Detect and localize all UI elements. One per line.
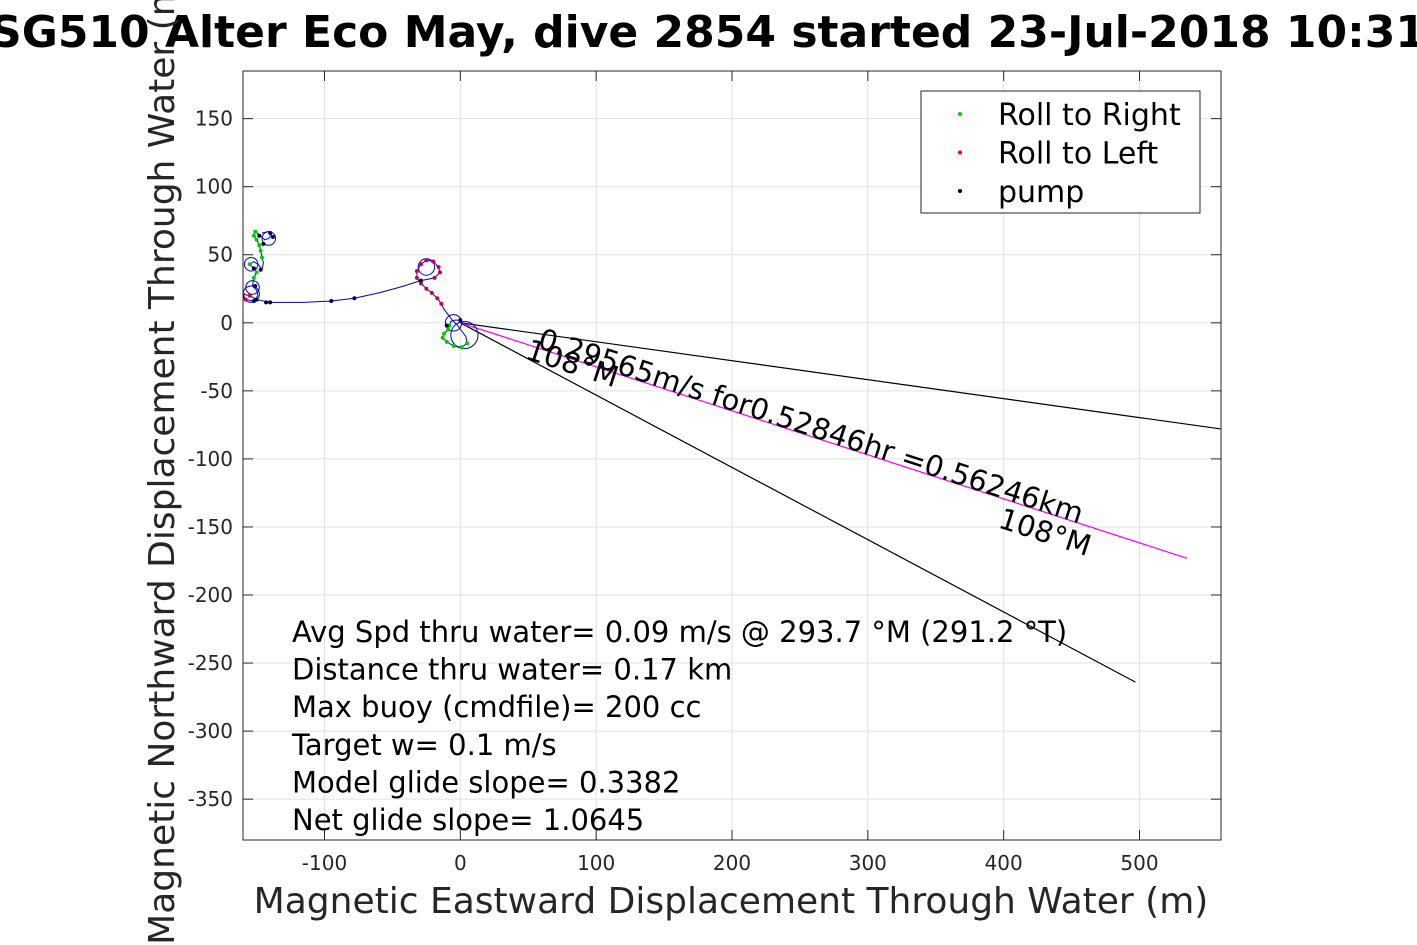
pump-point (258, 267, 263, 272)
roll-right-point (258, 248, 263, 253)
roll-right-point (260, 255, 265, 260)
legend-marker (958, 189, 962, 193)
stat-line: Avg Spd thru water= 0.09 m/s @ 293.7 °M … (292, 615, 1067, 649)
track-line (243, 230, 468, 348)
pump-point (261, 241, 266, 246)
y-tick-label: -50 (200, 379, 233, 403)
axis-ticks: -100 0 100 200 300 400 500150100500-50-100-150… (188, 71, 1221, 875)
x-tick-label: 400 (985, 851, 1023, 875)
roll-right-point (251, 275, 256, 280)
roll-right-point (254, 237, 259, 242)
stat-line: Target w= 0.1 m/s (291, 728, 557, 762)
pump-point (268, 300, 273, 305)
roll-right-point (446, 327, 451, 332)
roll-right-point (442, 331, 447, 336)
y-tick-label: 100 (195, 175, 233, 199)
y-tick-label: 0 (220, 311, 233, 335)
roll-left-point (432, 275, 437, 280)
pump-point (264, 300, 269, 305)
stat-line: Model glide slope= 0.3382 (292, 765, 680, 799)
turn-circle (243, 285, 260, 303)
pump-point (418, 278, 423, 283)
y-tick-label: -150 (188, 515, 233, 539)
roll-left-point (424, 286, 429, 291)
x-tick-label: 0 (454, 851, 467, 875)
turn-circle (243, 256, 259, 272)
y-tick-label: -300 (188, 719, 233, 743)
x-tick-label: 200 (713, 851, 751, 875)
dive-statistics: Avg Spd thru water= 0.09 m/s @ 293.7 °M … (291, 615, 1067, 837)
roll-right-point (253, 229, 258, 234)
pump-point (352, 296, 357, 301)
roll-left-point (418, 262, 423, 267)
x-tick-label: 100 (577, 851, 615, 875)
legend-entry-label: Roll to Right (998, 98, 1181, 133)
y-tick-label: -250 (188, 651, 233, 675)
y-tick-label: -350 (188, 787, 233, 811)
y-tick-label: -200 (188, 583, 233, 607)
stat-line: Max buoy (cmdfile)= 200 cc (292, 690, 701, 724)
x-axis-label: Magnetic Eastward Displacement Through W… (254, 881, 1209, 922)
pump-point (444, 323, 449, 328)
stat-line: Distance thru water= 0.17 km (292, 653, 732, 687)
legend-entry-label: Roll to Left (998, 137, 1158, 172)
y-tick-label: 150 (195, 107, 233, 131)
roll-left-point (429, 290, 434, 295)
y-tick-label: -100 (188, 447, 233, 471)
pump-point (251, 266, 256, 271)
x-tick-label: 300 (849, 851, 887, 875)
pump-point (253, 284, 258, 289)
heading-line (460, 322, 1221, 430)
pump-point (257, 233, 262, 238)
pump-point (329, 299, 334, 304)
roll-left-point (439, 301, 444, 306)
x-tick-label: 500 (1120, 851, 1158, 875)
y-axis-label: Magnetic Northward Displacement Through … (142, 0, 183, 945)
pump-point (251, 299, 256, 304)
roll-right-point (459, 345, 464, 350)
turn-circle (245, 280, 260, 295)
roll-right-point (254, 270, 259, 275)
x-tick-label: -100 (302, 851, 347, 875)
roll-right-point (251, 233, 256, 238)
turn-circle (444, 314, 463, 332)
chart-title: SG510 Alter Eco May, dive 2854 started 2… (0, 7, 1417, 58)
roll-left-point (414, 275, 419, 280)
pump-point (458, 318, 463, 323)
heading-line (460, 322, 1188, 559)
legend-box (920, 90, 1201, 214)
turn-circle (450, 320, 479, 350)
heading-annotation: 0.29565m/s for0.52846hr =0.56246km (534, 322, 1087, 531)
y-tick-label: 50 (208, 243, 233, 267)
roll-left-point (437, 270, 442, 275)
legend-marker (958, 150, 962, 155)
stat-line: Net glide slope= 1.0645 (292, 803, 644, 837)
roll-left-point (436, 264, 441, 269)
roll-right-point (440, 335, 445, 340)
roll-left-point (243, 297, 248, 302)
heading-line (460, 322, 1136, 683)
roll-left-point (431, 259, 436, 264)
roll-right-point (465, 341, 470, 346)
roll-right-point (257, 243, 262, 248)
roll-left-point (247, 293, 252, 298)
roll-right-point (451, 343, 456, 348)
pump-point (268, 230, 273, 235)
legend-entry-label: pump (998, 175, 1084, 210)
roll-left-point (435, 296, 440, 301)
legend-marker (958, 112, 962, 116)
roll-left-point (424, 258, 429, 263)
roll-right-point (444, 339, 449, 344)
roll-right-point (247, 262, 252, 267)
pump-point (270, 235, 275, 240)
roll-left-point (414, 269, 419, 274)
